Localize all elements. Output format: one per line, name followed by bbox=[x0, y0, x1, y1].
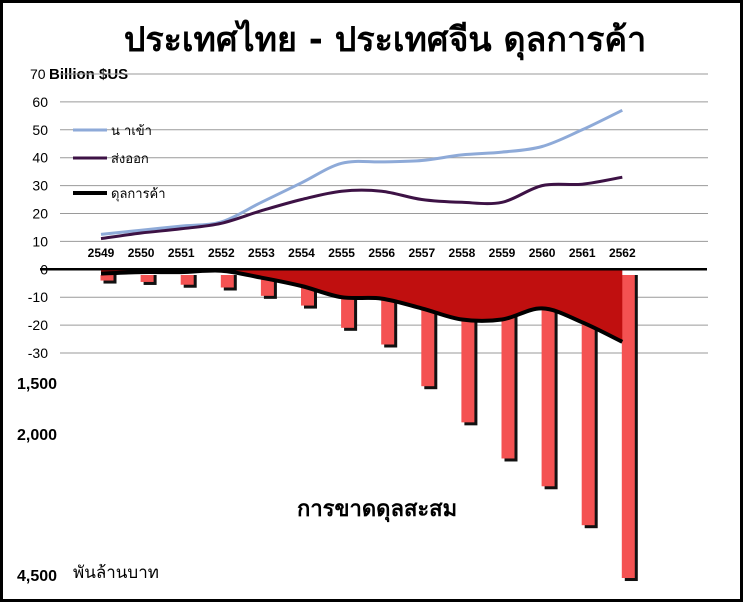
x-category-label: 2553 bbox=[248, 246, 275, 260]
x-category-label: 2557 bbox=[408, 246, 435, 260]
cumulative-bar bbox=[621, 275, 635, 579]
cumulative-bar bbox=[541, 275, 555, 487]
cumulative-tick-label: 2,000 bbox=[17, 427, 57, 444]
y-tick-label: 60 bbox=[32, 94, 48, 110]
import-export-lines bbox=[100, 108, 623, 241]
x-category-label: 2562 bbox=[609, 246, 636, 260]
y-tick-label: 50 bbox=[32, 122, 48, 138]
y-tick-label: -20 bbox=[28, 317, 48, 333]
cumulative-tick-label: 4,500 bbox=[17, 568, 57, 585]
x-category-label: 2549 bbox=[88, 246, 115, 260]
chart-title: ประเทศไทย - ประเทศจีน ดุลการค้า bbox=[124, 19, 646, 61]
trade-chart: ประเทศไทย - ประเทศจีน ดุลการค้า Billion … bbox=[17, 19, 708, 585]
x-category-label: 2558 bbox=[449, 246, 476, 260]
cumulative-bar bbox=[140, 275, 154, 282]
trade-balance-area bbox=[40, 268, 707, 344]
x-category-label: 2559 bbox=[489, 246, 516, 260]
y-tick-label: 0 bbox=[40, 261, 48, 277]
x-category-label: 2551 bbox=[168, 246, 195, 260]
y-axis-ticks: 60 50 40 30 20 10 0 -10 -20 -30 70 bbox=[28, 66, 48, 361]
cumulative-bar bbox=[581, 275, 595, 526]
x-category-label: 2554 bbox=[288, 246, 315, 260]
cumulative-axis-ticks: 1,500 2,000 4,500 bbox=[17, 376, 57, 585]
y-tick-label: 10 bbox=[32, 233, 48, 249]
legend-entry: ส่งออก bbox=[111, 152, 149, 167]
cumulative-tick-label: 1,500 bbox=[17, 376, 57, 393]
x-category-label: 2552 bbox=[208, 246, 235, 260]
y-tick-label: 20 bbox=[32, 206, 48, 222]
x-category-label: 2561 bbox=[569, 246, 596, 260]
y-tick-label: 30 bbox=[32, 178, 48, 194]
legend-entry: น าเข้า bbox=[111, 124, 152, 139]
y-tick-label: 40 bbox=[32, 150, 48, 166]
export-line bbox=[100, 175, 623, 241]
y-tick-label: -30 bbox=[28, 345, 48, 361]
cumulative-deficit-label: การขาดดุลสะสม bbox=[297, 497, 457, 523]
trade-balance-line bbox=[100, 268, 624, 344]
trade-balance-fill bbox=[101, 269, 623, 342]
cumulative-unit-label: พันล้านบาท bbox=[73, 563, 159, 583]
x-axis-categories: 2549 2550 2551 2552 2553 2554 2555 2556 2557 2558… bbox=[88, 246, 636, 260]
x-category-label: 2550 bbox=[128, 246, 155, 260]
x-category-label: 2556 bbox=[368, 246, 395, 260]
y-tick-label: 70 bbox=[30, 66, 46, 82]
legend-entry: ดุลการค้า bbox=[111, 187, 166, 202]
cumulative-bar bbox=[220, 275, 234, 288]
x-category-label: 2560 bbox=[529, 246, 556, 260]
import-line bbox=[100, 108, 623, 236]
cumulative-bar bbox=[100, 275, 114, 281]
x-category-label: 2555 bbox=[328, 246, 355, 260]
cumulative-bars bbox=[100, 275, 638, 582]
y-tick-label: -10 bbox=[28, 289, 48, 305]
cumulative-bar bbox=[180, 275, 194, 285]
